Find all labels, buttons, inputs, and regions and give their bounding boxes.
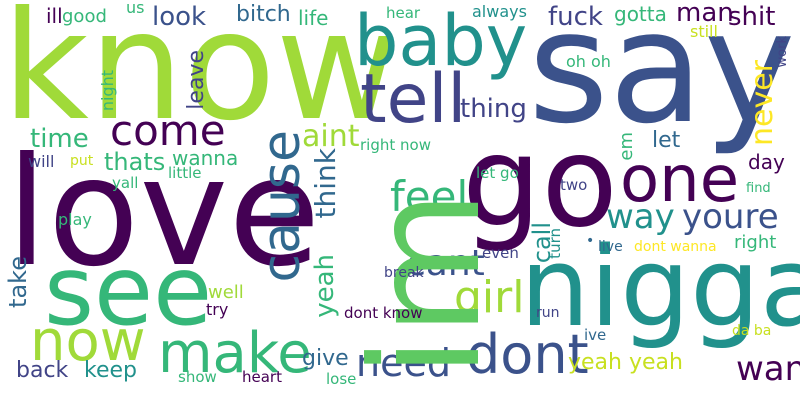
word-take: take [4, 256, 32, 308]
word-one: one [620, 143, 740, 217]
word-let-go-v: let go [476, 164, 519, 182]
word-thing: thing [460, 94, 527, 124]
word-day: day [748, 150, 785, 174]
word-make: make [158, 321, 312, 386]
word-even: even [482, 244, 519, 262]
word-oh-oh: oh oh [566, 52, 611, 71]
word-say: say [528, 0, 796, 158]
word-life: life [298, 6, 329, 30]
word-back: back [16, 358, 69, 383]
word-dont-wanna: dont wanna [634, 239, 717, 255]
word-ive: ive [584, 326, 607, 344]
word-work: work [775, 36, 790, 68]
word-cant: cant [406, 243, 485, 284]
word-us: us [126, 0, 145, 17]
word-leave: leave [184, 50, 209, 110]
word-still: still [690, 22, 718, 41]
word-live-dot: • [586, 233, 595, 249]
word-heart: heart [242, 368, 282, 386]
word-hear: hear [386, 4, 421, 22]
word-bitch: bitch [236, 2, 291, 27]
word-let: let [652, 128, 681, 153]
word-man: man [676, 0, 734, 28]
word-nigga: nigga [520, 223, 800, 351]
word-find: find [746, 181, 771, 196]
word-look: look [152, 2, 207, 32]
word-feel: feel [390, 172, 469, 221]
word-little: little [168, 164, 202, 182]
word-im: im [340, 190, 514, 378]
word-come: come [110, 106, 226, 155]
word-right-now: right now [360, 136, 431, 154]
word-way: way [606, 197, 675, 237]
word-break: break [384, 265, 424, 281]
word-put: put [70, 153, 94, 169]
word-night: night [98, 70, 117, 112]
word-cause: cause [252, 130, 312, 283]
word-love: love [6, 126, 321, 300]
word-always: always [472, 2, 527, 21]
word-know: know [2, 0, 399, 154]
word-now: now [30, 309, 146, 374]
word-yeah: yeah [310, 254, 340, 318]
word-show: show [178, 368, 217, 386]
word-see: see [44, 235, 213, 347]
word-time: time [30, 124, 89, 154]
word-will: will [28, 152, 55, 171]
word-fuck: fuck [548, 2, 603, 32]
word-da-ba: da ba [732, 323, 772, 339]
word-good: good [62, 6, 107, 27]
word-want: want [736, 349, 800, 389]
word-dont-know: dont know [344, 304, 423, 322]
word-wanna: wanna [172, 146, 239, 170]
word-think: think [309, 148, 342, 219]
word-right: right [734, 232, 777, 253]
word-keep: keep [84, 358, 137, 383]
word-thats: thats [104, 148, 166, 176]
word-aint: aint [302, 119, 360, 154]
word-never: never [745, 60, 780, 147]
word-yeah-yeah: yeah yeah [568, 350, 683, 375]
word-run: run [536, 305, 560, 321]
word-girl: girl [454, 272, 525, 323]
word-ill: ill [46, 4, 63, 28]
word-try: try [206, 300, 229, 319]
word-two: two [560, 176, 588, 194]
word-gotta: gotta [614, 2, 667, 26]
word-need: need [356, 341, 451, 385]
word-well: well [208, 282, 244, 303]
word-dont: dont [466, 323, 589, 386]
word-lose: lose [326, 370, 357, 388]
word-play: play [58, 210, 92, 229]
word-give: give [302, 346, 349, 371]
word-turn: turn [546, 228, 564, 259]
word-go: go [462, 110, 618, 255]
word-em: em [616, 132, 637, 161]
word-shit: shit [728, 2, 776, 32]
word-baby: baby [354, 0, 528, 82]
word-live: live [598, 239, 623, 255]
word-yall: yall [112, 174, 139, 192]
word-tell: tell [360, 60, 467, 139]
word-youre: youre [682, 197, 779, 237]
